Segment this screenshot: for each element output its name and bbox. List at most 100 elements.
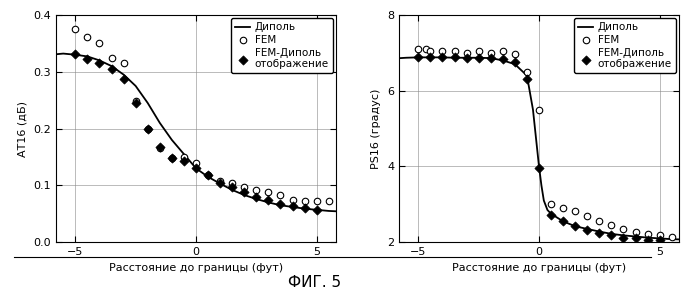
FEM-Диполь
отображение (190, 166, 202, 171)
FEM (630, 229, 641, 234)
FEM-Диполь
отображение (299, 206, 310, 210)
FEM (606, 223, 617, 228)
Диполь (390, 57, 398, 60)
FEM-Диполь
отображение (311, 208, 322, 212)
FEM (142, 126, 153, 131)
Диполь (192, 167, 200, 170)
FEM (425, 48, 436, 53)
Диполь (537, 184, 545, 187)
FEM (106, 55, 117, 60)
FEM (533, 107, 545, 112)
Диполь (402, 56, 410, 60)
FEM (275, 193, 286, 197)
FEM (214, 179, 225, 183)
Диполь (643, 236, 652, 239)
FEM (485, 51, 496, 55)
FEM-Диполь
отображение (618, 235, 629, 240)
Диполь (620, 234, 628, 237)
FEM (642, 231, 653, 236)
Диполь (540, 199, 548, 202)
FEM-Диполь
отображение (461, 55, 472, 60)
Диполь (543, 208, 552, 212)
FEM (299, 198, 310, 203)
FEM-Диполь
отображение (202, 173, 214, 178)
FEM (654, 233, 665, 238)
FEM-Диполь
отображение (106, 67, 117, 71)
Диполь (180, 152, 188, 156)
Диполь (655, 237, 664, 240)
Диполь (668, 237, 676, 241)
Диполь (107, 64, 116, 68)
Legend: Диполь, FEM, FEM-Диполь
отображение: Диполь, FEM, FEM-Диполь отображение (573, 18, 676, 73)
FEM (666, 234, 678, 239)
Диполь (571, 225, 580, 228)
Диполь (47, 53, 55, 57)
FEM-Диполь
отображение (178, 158, 190, 163)
Диполь (120, 73, 128, 77)
X-axis label: Расстояние до границы (фут): Расстояние до границы (фут) (109, 263, 283, 273)
FEM (413, 47, 424, 51)
Диполь (144, 101, 152, 105)
FEM (262, 190, 274, 195)
Диполь (83, 55, 92, 58)
FEM-Диполь
отображение (167, 156, 178, 161)
FEM-Диполь
отображение (82, 56, 93, 61)
FEM-Диполь
отображение (239, 190, 250, 195)
Диполь (300, 207, 309, 210)
FEM (202, 173, 214, 178)
FEM (178, 155, 190, 159)
Диполь (535, 165, 543, 168)
FEM (323, 198, 335, 203)
Диполь (216, 182, 224, 185)
Диполь (438, 56, 447, 59)
FEM (167, 156, 178, 161)
Диполь (252, 197, 260, 201)
FEM-Диполь
отображение (606, 233, 617, 238)
Диполь (204, 175, 212, 179)
FEM-Диполь
отображение (522, 77, 533, 82)
Диполь (155, 121, 164, 125)
Диполь (528, 108, 537, 112)
Диполь (337, 210, 345, 213)
FEM (570, 209, 581, 213)
FEM (437, 48, 448, 53)
Line: Диполь: Диполь (51, 54, 341, 211)
Диполь (547, 212, 555, 216)
FEM-Диполь
отображение (497, 56, 508, 61)
Диполь (595, 230, 603, 234)
FEM (594, 219, 605, 224)
FEM (497, 48, 508, 53)
FEM (227, 180, 238, 185)
FEM (82, 34, 93, 39)
Диполь (132, 84, 140, 88)
FEM (510, 51, 521, 56)
Диполь (240, 193, 248, 197)
FEM-Диполь
отображение (262, 198, 274, 202)
Диполь (276, 203, 285, 207)
FEM (287, 197, 298, 202)
FEM (420, 47, 431, 51)
Диполь (511, 62, 519, 66)
FEM-Диполь
отображение (449, 55, 460, 60)
Диполь (59, 52, 67, 55)
FEM-Диполь
отображение (582, 228, 593, 232)
Диполь (523, 74, 531, 77)
Y-axis label: АТ16 (дБ): АТ16 (дБ) (18, 100, 28, 157)
Line: Диполь: Диполь (394, 57, 684, 239)
FEM (522, 69, 533, 74)
FEM-Диполь
отображение (425, 55, 436, 60)
Диполь (486, 56, 495, 60)
FEM-Диполь
отображение (545, 213, 557, 217)
FEM-Диполь
отображение (485, 55, 496, 60)
Диполь (228, 188, 237, 192)
FEM (557, 206, 568, 210)
FEM-Диполь
отображение (70, 51, 81, 56)
FEM-Диполь
отображение (130, 100, 141, 105)
X-axis label: Расстояние до границы (фут): Расстояние до границы (фут) (452, 263, 626, 273)
Диполь (583, 227, 592, 231)
FEM (190, 160, 202, 165)
FEM (311, 198, 322, 203)
FEM (239, 184, 250, 189)
FEM (582, 213, 593, 218)
FEM-Диполь
отображение (630, 236, 641, 241)
